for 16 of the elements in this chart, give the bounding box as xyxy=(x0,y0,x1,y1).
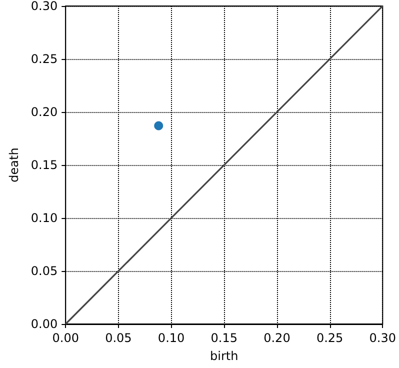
x-tick-label: 0.30 xyxy=(369,331,396,345)
y-axis-title: death xyxy=(7,148,21,182)
x-tick-label: 0.15 xyxy=(210,331,238,345)
x-tick-label: 0.00 xyxy=(52,331,79,345)
y-tick-label: 0.25 xyxy=(30,52,58,66)
x-tick-label: 0.05 xyxy=(105,331,132,345)
x-tick-label: 0.25 xyxy=(316,331,344,345)
y-tick-label: 0.05 xyxy=(30,264,58,278)
x-axis-title: birth xyxy=(210,349,238,363)
x-tick-label: 0.20 xyxy=(264,331,290,345)
y-tick-label: 0.10 xyxy=(30,211,58,225)
y-tick-label: 0.30 xyxy=(30,0,58,13)
x-tick-label: 0.10 xyxy=(158,331,185,345)
y-tick-label: 0.15 xyxy=(30,158,58,172)
y-tick-label: 0.20 xyxy=(30,105,58,119)
y-tick-label: 0.00 xyxy=(30,317,58,331)
